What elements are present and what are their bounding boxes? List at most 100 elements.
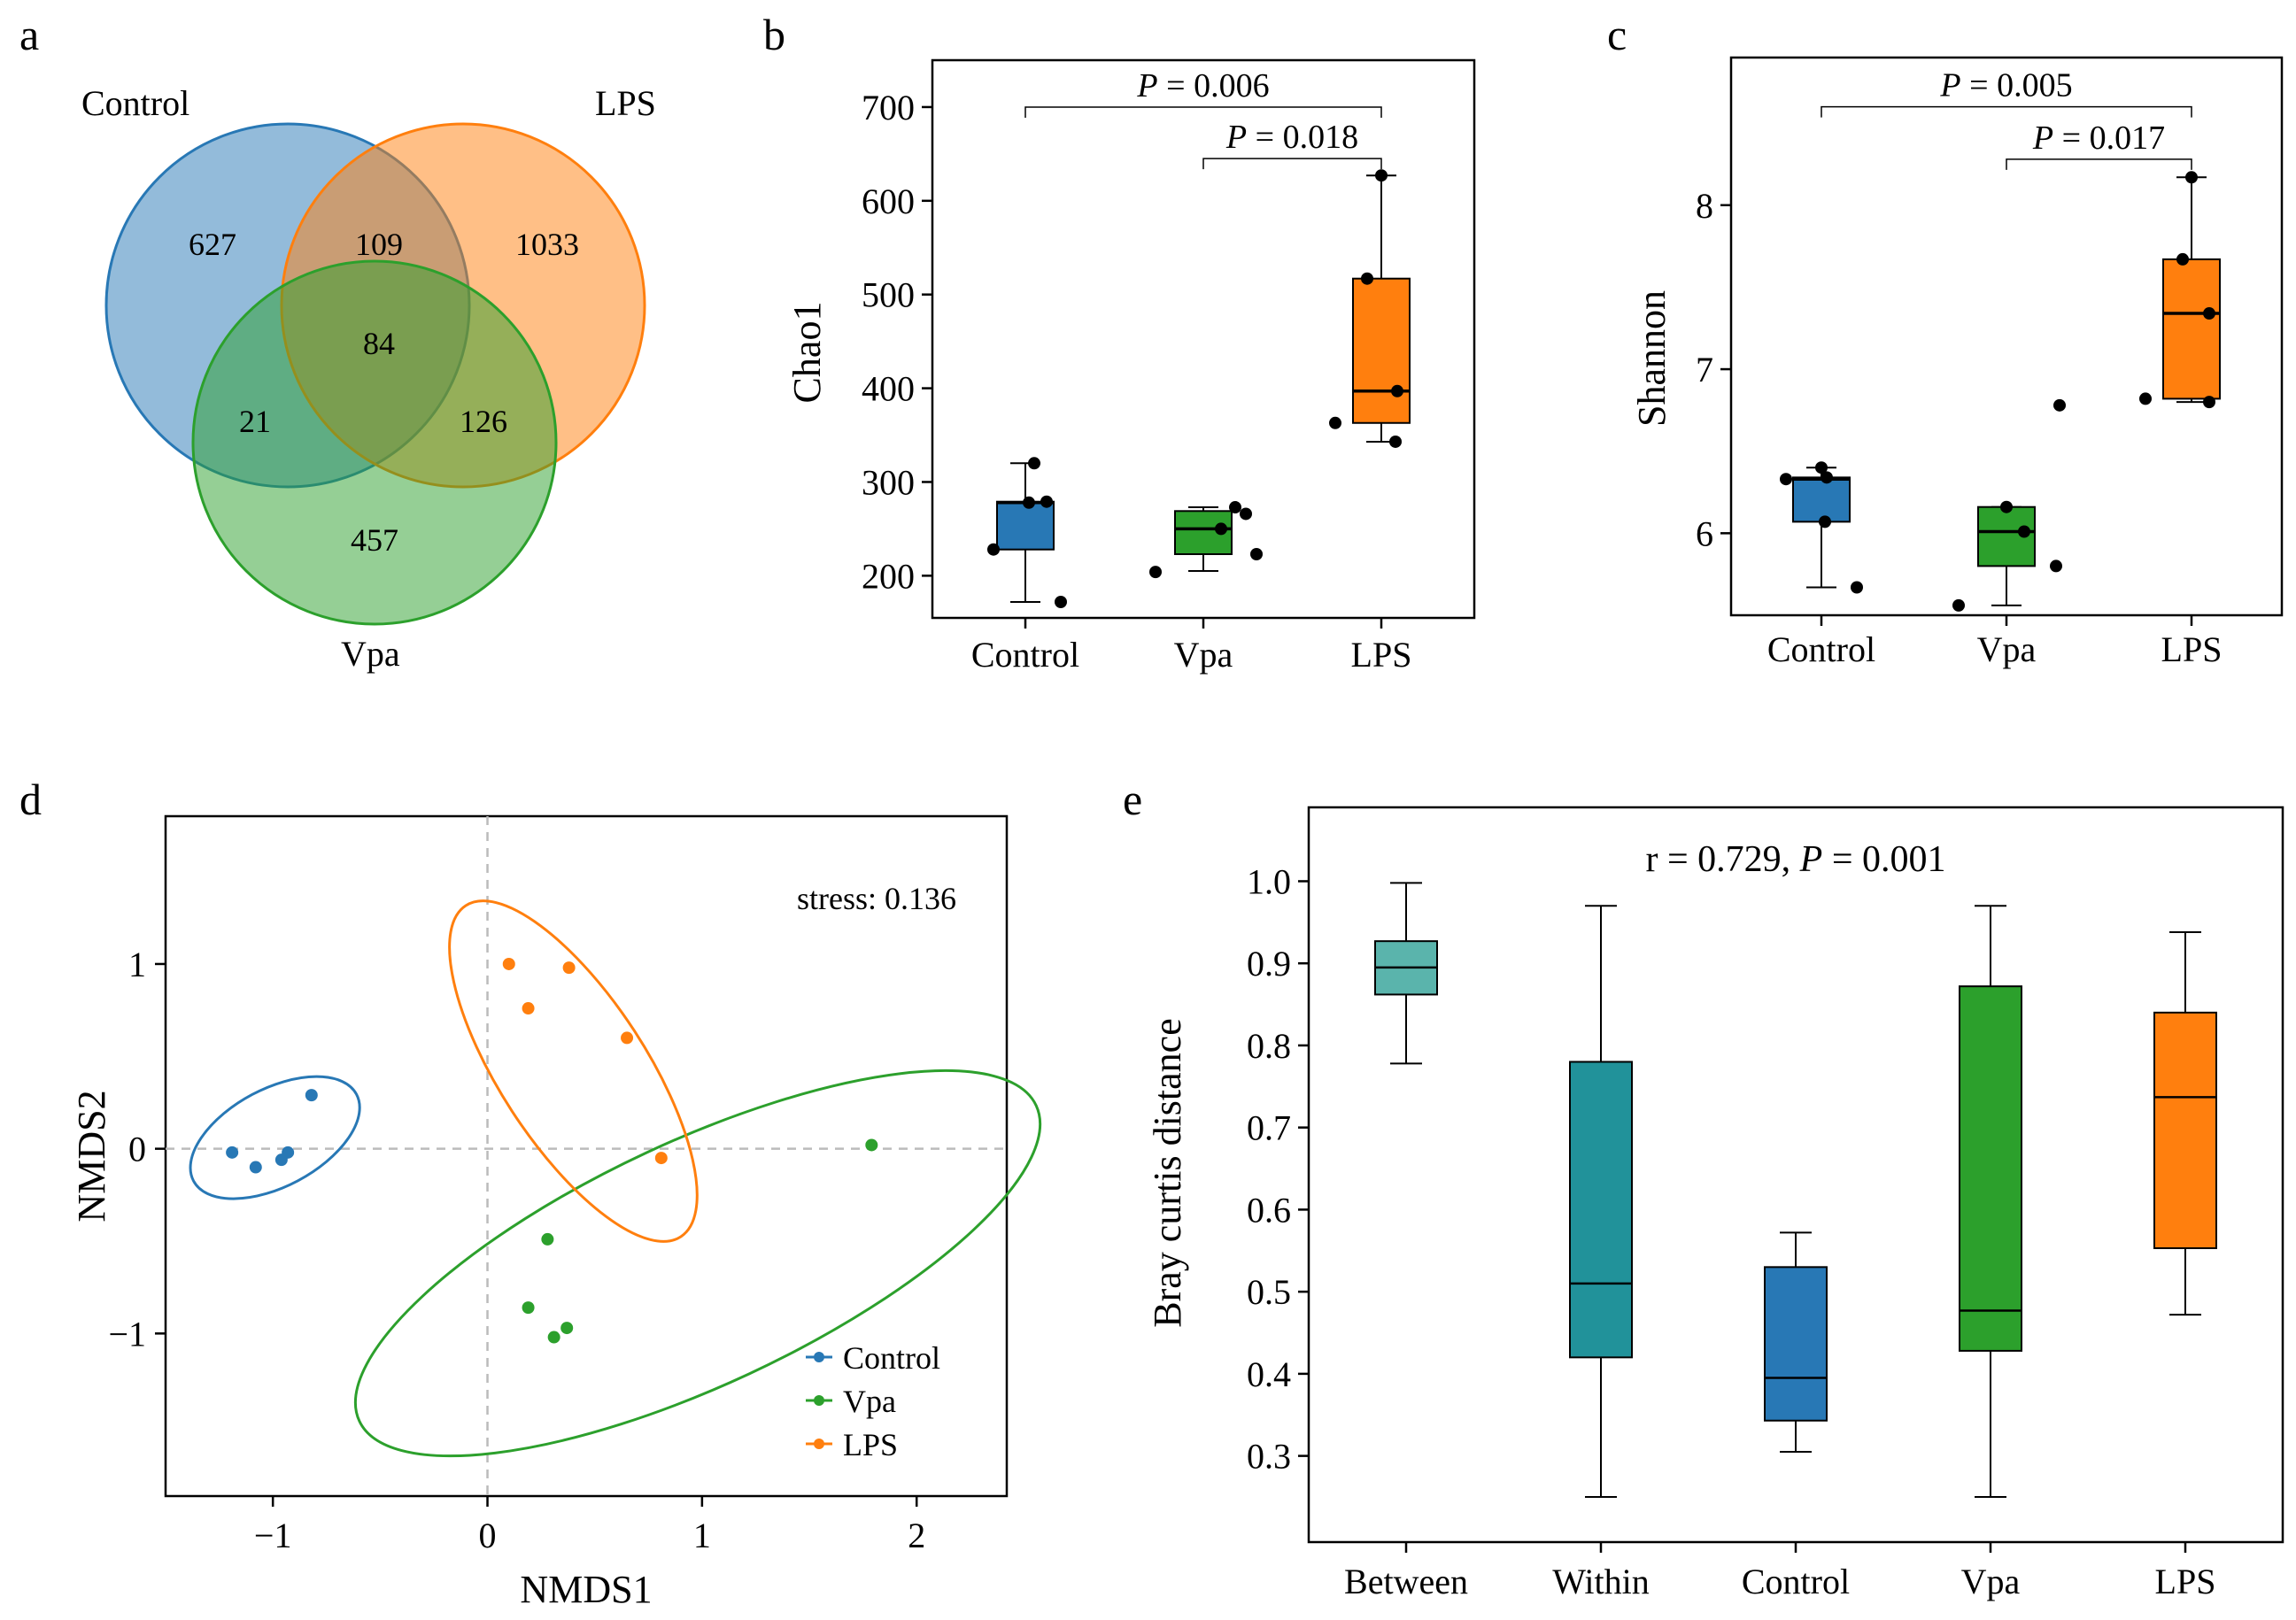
data-point-c-vpa [2050, 559, 2062, 573]
data-point-b-control [1055, 596, 1067, 608]
venn-count-control-lps: 109 [355, 227, 403, 262]
data-point-b-vpa [1215, 522, 1227, 536]
legend-marker-vpa [814, 1395, 824, 1406]
p-symbol: P [2032, 120, 2053, 157]
x-tick-label-e-lps: LPS [2155, 1562, 2216, 1601]
x-tick-label-e-vpa: Vpa [1961, 1562, 2021, 1601]
y-tick-label-c: 7 [1696, 350, 1713, 390]
data-point-d-vpa [865, 1138, 878, 1152]
legend-d: Control Vpa LPS [806, 1340, 940, 1462]
venn-count-vpa-only: 457 [351, 522, 398, 558]
data-point-c-vpa [1952, 598, 1965, 612]
significance-bracket-c [2006, 158, 2192, 170]
box-e-vpa [1959, 985, 2022, 1352]
venn-count-control-vpa: 21 [239, 404, 271, 439]
p-symbol: P [1136, 67, 1157, 104]
legend-marker-control [814, 1352, 824, 1362]
y-axis-title-c: Shannon [1630, 290, 1674, 427]
y-tick-label-e: 0.3 [1247, 1437, 1291, 1477]
data-point-c-lps [2176, 252, 2189, 266]
box-c-control [1792, 476, 1851, 523]
data-point-d-lps [502, 957, 515, 970]
panel-d-nmds: d NMDS1 NMDS2 stress: 0.136 −1 0 1 2 −1 0 1 Co… [19, 775, 1042, 1611]
x-tick-label-b-vpa: Vpa [1174, 635, 1233, 675]
box-e-lps [2153, 1011, 2217, 1250]
data-point-c-lps [2203, 396, 2215, 409]
panel-letter-c: c [1607, 10, 1627, 59]
stat-p-value: = 0.001 [1822, 839, 1945, 880]
venn-count-control-only: 627 [189, 227, 236, 262]
y-tick-label-b: 400 [862, 369, 915, 409]
p-value-text: = 0.017 [2053, 120, 2165, 157]
data-point-d-vpa [560, 1322, 574, 1335]
data-point-d-vpa [522, 1301, 535, 1315]
x-tick-label-e-within: Within [1552, 1562, 1650, 1601]
data-point-b-vpa [1240, 507, 1252, 521]
y-tick-label-c: 6 [1696, 513, 1713, 553]
data-point-b-vpa [1229, 501, 1241, 514]
legend-marker-lps [814, 1439, 824, 1449]
confidence-ellipse-vpa [353, 1068, 1042, 1458]
data-point-b-control [1028, 457, 1040, 470]
y-tick-label-e: 0.7 [1247, 1108, 1291, 1148]
panel-letter-d: d [19, 775, 42, 824]
legend-label-control: Control [843, 1340, 940, 1376]
significance-bracket-b [1202, 158, 1382, 170]
y-axis-title-b: Chao1 [785, 302, 829, 404]
stat-r: r = 0.729, [1645, 839, 1799, 880]
p-symbol: P [1939, 67, 1960, 104]
p-value-label-b: P = 0.018 [1225, 119, 1358, 156]
p-value-label-b: P = 0.006 [1136, 67, 1269, 104]
y-tick-label-d: 1 [128, 945, 146, 984]
panel-b-chao1: b Chao1 200 300 400 500 600 700 Control Vpa LPS P… [763, 10, 1476, 675]
venn-label-vpa: Vpa [341, 634, 400, 674]
panel-letter-a: a [19, 10, 39, 59]
box-e-within [1569, 1061, 1633, 1359]
p-value-text: = 0.005 [1961, 67, 2073, 104]
y-tick-label-c: 8 [1696, 186, 1713, 226]
x-tick-label-e-between: Between [1344, 1562, 1468, 1601]
box-e-control [1764, 1266, 1828, 1422]
y-axis-title-d: NMDS2 [70, 1090, 113, 1222]
data-point-d-control [282, 1146, 295, 1159]
data-point-b-lps [1361, 272, 1373, 285]
data-point-b-lps [1389, 435, 1402, 448]
data-point-b-control [1023, 496, 1035, 509]
x-tick-label-b-lps: LPS [1351, 635, 1412, 675]
x-tick-label-c-control: Control [1767, 629, 1875, 669]
stress-label: stress: 0.136 [797, 881, 956, 916]
box-b-lps [1352, 277, 1411, 424]
x-tick-label-d: −1 [254, 1516, 292, 1555]
y-tick-label-b: 300 [862, 462, 915, 502]
data-point-b-lps [1375, 169, 1388, 182]
p-value-label-c: P = 0.017 [2032, 120, 2165, 157]
confidence-ellipse-lps [448, 899, 699, 1243]
y-tick-label-e: 1.0 [1247, 861, 1291, 901]
data-point-c-vpa [2000, 500, 2013, 513]
data-point-c-control [1780, 473, 1792, 486]
data-point-d-lps [621, 1031, 634, 1045]
data-point-c-lps [2139, 392, 2152, 405]
venn-count-lps-vpa: 126 [460, 404, 507, 439]
venn-count-lps-only: 1033 [515, 227, 579, 262]
y-tick-label-e: 0.9 [1247, 944, 1291, 984]
data-point-c-lps [2185, 171, 2198, 184]
data-point-d-vpa [547, 1331, 560, 1344]
data-point-c-control [1815, 461, 1828, 474]
data-point-d-vpa [541, 1232, 554, 1246]
x-tick-label-c-vpa: Vpa [1977, 629, 2037, 669]
data-point-c-control [1851, 581, 1863, 594]
p-symbol: P [1225, 119, 1247, 156]
significance-bracket-b [1024, 106, 1382, 118]
data-point-b-lps [1329, 416, 1341, 429]
y-tick-label-e: 0.6 [1247, 1190, 1291, 1230]
y-tick-label-d: 0 [128, 1130, 146, 1169]
y-tick-label-b: 600 [862, 181, 915, 221]
data-point-b-vpa [1149, 566, 1162, 579]
x-tick-label-c-lps: LPS [2161, 629, 2223, 669]
y-tick-label-e: 0.8 [1247, 1026, 1291, 1066]
y-axis-title-e: Bray curtis distance [1146, 1018, 1189, 1327]
venn-label-control: Control [81, 83, 189, 123]
